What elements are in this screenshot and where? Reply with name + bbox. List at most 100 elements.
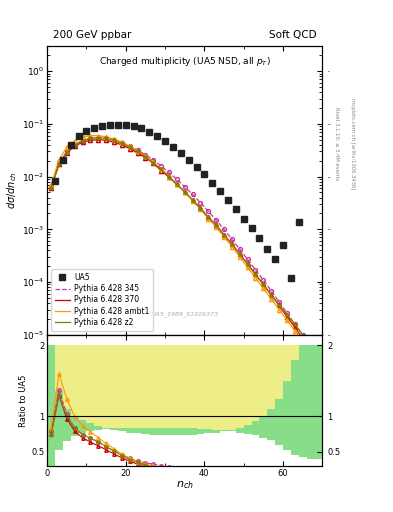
UA5 — [218, 188, 222, 194]
Pythia 6.428 ambt1 — [190, 198, 195, 204]
Pythia 6.428 z2 — [88, 135, 93, 141]
Pythia 6.428 ambt1 — [167, 174, 171, 180]
Pythia 6.428 z2 — [261, 282, 266, 288]
UA5 — [131, 123, 136, 130]
Pythia 6.428 345 — [135, 147, 140, 153]
Pythia 6.428 370 — [57, 161, 61, 167]
Pythia 6.428 ambt1 — [72, 138, 77, 144]
Pythia 6.428 370 — [261, 282, 266, 288]
Pythia 6.428 370 — [112, 139, 116, 145]
X-axis label: $n_{ch}$: $n_{ch}$ — [176, 479, 194, 491]
Pythia 6.428 370 — [167, 174, 171, 180]
Pythia 6.428 ambt1 — [80, 134, 85, 140]
Pythia 6.428 z2 — [80, 138, 85, 144]
Pythia 6.428 z2 — [143, 154, 148, 160]
Pythia 6.428 z2 — [96, 135, 101, 141]
Pythia 6.428 370 — [245, 261, 250, 267]
Pythia 6.428 ambt1 — [198, 206, 203, 212]
UA5 — [281, 242, 285, 248]
UA5 — [186, 157, 191, 163]
UA5 — [53, 178, 57, 184]
Pythia 6.428 370 — [253, 271, 258, 278]
Pythia 6.428 ambt1 — [112, 136, 116, 142]
Pythia 6.428 z2 — [174, 181, 179, 187]
Pythia 6.428 370 — [182, 189, 187, 195]
Pythia 6.428 370 — [104, 137, 108, 143]
Pythia 6.428 z2 — [237, 251, 242, 257]
Pythia 6.428 345 — [269, 288, 274, 294]
Pythia 6.428 370 — [206, 214, 211, 220]
Pythia 6.428 370 — [80, 139, 85, 145]
Pythia 6.428 370 — [127, 145, 132, 152]
Pythia 6.428 z2 — [253, 271, 258, 278]
UA5 — [249, 225, 254, 231]
Pythia 6.428 ambt1 — [269, 296, 274, 302]
Text: Soft QCD: Soft QCD — [269, 30, 317, 40]
Pythia 6.428 370 — [135, 150, 140, 156]
Pythia 6.428 345 — [182, 184, 187, 190]
Pythia 6.428 z2 — [72, 142, 77, 148]
Pythia 6.428 370 — [143, 155, 148, 161]
Pythia 6.428 345 — [174, 176, 179, 182]
Line: Pythia 6.428 370: Pythia 6.428 370 — [51, 140, 318, 362]
UA5 — [123, 122, 128, 128]
Pythia 6.428 345 — [57, 160, 61, 166]
Pythia 6.428 ambt1 — [230, 244, 234, 250]
UA5 — [155, 133, 160, 139]
Pythia 6.428 z2 — [308, 341, 313, 347]
Text: Rivet 3.1.10, ≥ 3.4M events: Rivet 3.1.10, ≥ 3.4M events — [334, 106, 339, 180]
Pythia 6.428 345 — [190, 191, 195, 198]
Pythia 6.428 ambt1 — [135, 147, 140, 154]
Pythia 6.428 370 — [96, 137, 101, 143]
Pythia 6.428 345 — [159, 163, 163, 169]
UA5 — [288, 275, 293, 281]
Pythia 6.428 ambt1 — [237, 254, 242, 260]
Pythia 6.428 z2 — [127, 144, 132, 151]
Text: Charged multiplicity (UA5 NSD, all $p_T$): Charged multiplicity (UA5 NSD, all $p_T$… — [99, 55, 271, 68]
Pythia 6.428 370 — [214, 222, 219, 228]
Pythia 6.428 345 — [64, 148, 69, 155]
Pythia 6.428 ambt1 — [57, 157, 61, 163]
Pythia 6.428 z2 — [104, 135, 108, 141]
Pythia 6.428 ambt1 — [151, 159, 156, 165]
Pythia 6.428 ambt1 — [119, 139, 124, 145]
UA5 — [233, 206, 238, 212]
Line: Pythia 6.428 345: Pythia 6.428 345 — [51, 138, 303, 335]
Pythia 6.428 z2 — [167, 174, 171, 180]
Pythia 6.428 345 — [80, 138, 85, 144]
Pythia 6.428 370 — [277, 302, 281, 308]
Pythia 6.428 z2 — [182, 189, 187, 195]
Pythia 6.428 ambt1 — [245, 264, 250, 270]
UA5 — [265, 246, 270, 252]
Pythia 6.428 ambt1 — [159, 166, 163, 172]
Pythia 6.428 z2 — [277, 302, 281, 308]
Pythia 6.428 345 — [143, 152, 148, 158]
Pythia 6.428 z2 — [300, 332, 305, 338]
UA5 — [178, 150, 183, 156]
Pythia 6.428 370 — [72, 143, 77, 149]
Pythia 6.428 345 — [112, 137, 116, 143]
Pythia 6.428 345 — [292, 321, 297, 327]
UA5 — [163, 138, 167, 144]
Pythia 6.428 345 — [151, 157, 156, 163]
Pythia 6.428 ambt1 — [300, 339, 305, 345]
Line: UA5: UA5 — [52, 121, 302, 281]
Pythia 6.428 z2 — [269, 292, 274, 298]
Pythia 6.428 ambt1 — [96, 133, 101, 139]
Pythia 6.428 z2 — [285, 312, 289, 318]
Pythia 6.428 370 — [237, 251, 242, 257]
Pythia 6.428 z2 — [119, 140, 124, 146]
UA5 — [147, 129, 152, 135]
Pythia 6.428 345 — [261, 277, 266, 283]
Pythia 6.428 ambt1 — [222, 234, 226, 240]
Pythia 6.428 370 — [49, 184, 53, 190]
Pythia 6.428 z2 — [198, 205, 203, 211]
Text: 200 GeV ppbar: 200 GeV ppbar — [53, 30, 131, 40]
Pythia 6.428 370 — [174, 181, 179, 187]
Pythia 6.428 345 — [230, 236, 234, 242]
Pythia 6.428 345 — [167, 169, 171, 176]
UA5 — [273, 256, 277, 262]
UA5 — [257, 235, 262, 241]
UA5 — [61, 157, 65, 163]
Pythia 6.428 370 — [151, 160, 156, 166]
